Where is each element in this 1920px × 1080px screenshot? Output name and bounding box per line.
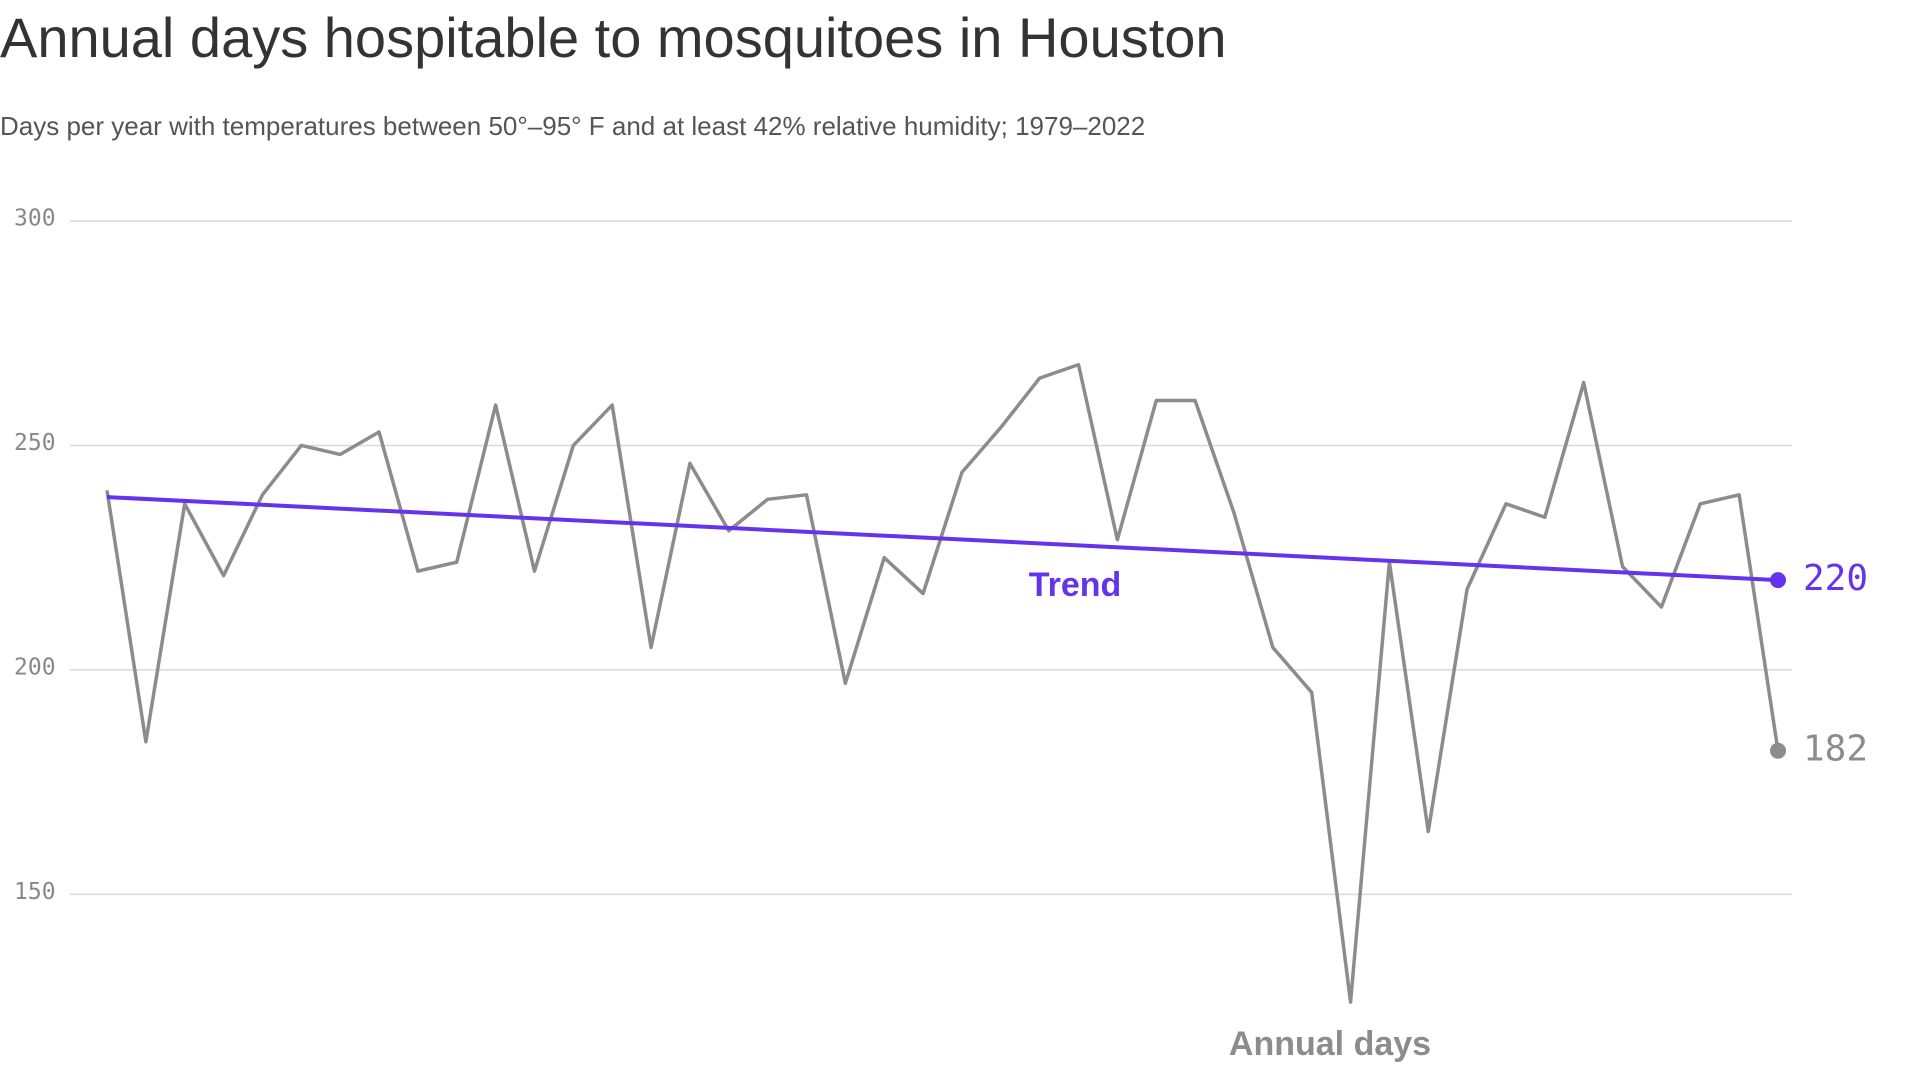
end-label: 182 bbox=[1803, 729, 1868, 770]
end-point bbox=[1770, 572, 1786, 589]
series-label: Trend bbox=[1029, 566, 1122, 604]
chart-subtitle: Days per year with temperatures between … bbox=[0, 111, 1145, 141]
end-label: 220 bbox=[1803, 558, 1868, 599]
y-tick-label: 300 bbox=[14, 206, 56, 232]
chart-title: Annual days hospitable to mosquitoes in … bbox=[0, 6, 1227, 69]
line-series bbox=[105, 362, 1780, 1004]
y-tick-label: 150 bbox=[14, 879, 56, 905]
y-tick-label: 250 bbox=[14, 430, 56, 456]
line-series bbox=[106, 495, 1779, 583]
series-label: Annual days bbox=[1229, 1025, 1431, 1063]
end-point bbox=[1770, 742, 1786, 759]
y-tick-label: 200 bbox=[14, 654, 56, 680]
